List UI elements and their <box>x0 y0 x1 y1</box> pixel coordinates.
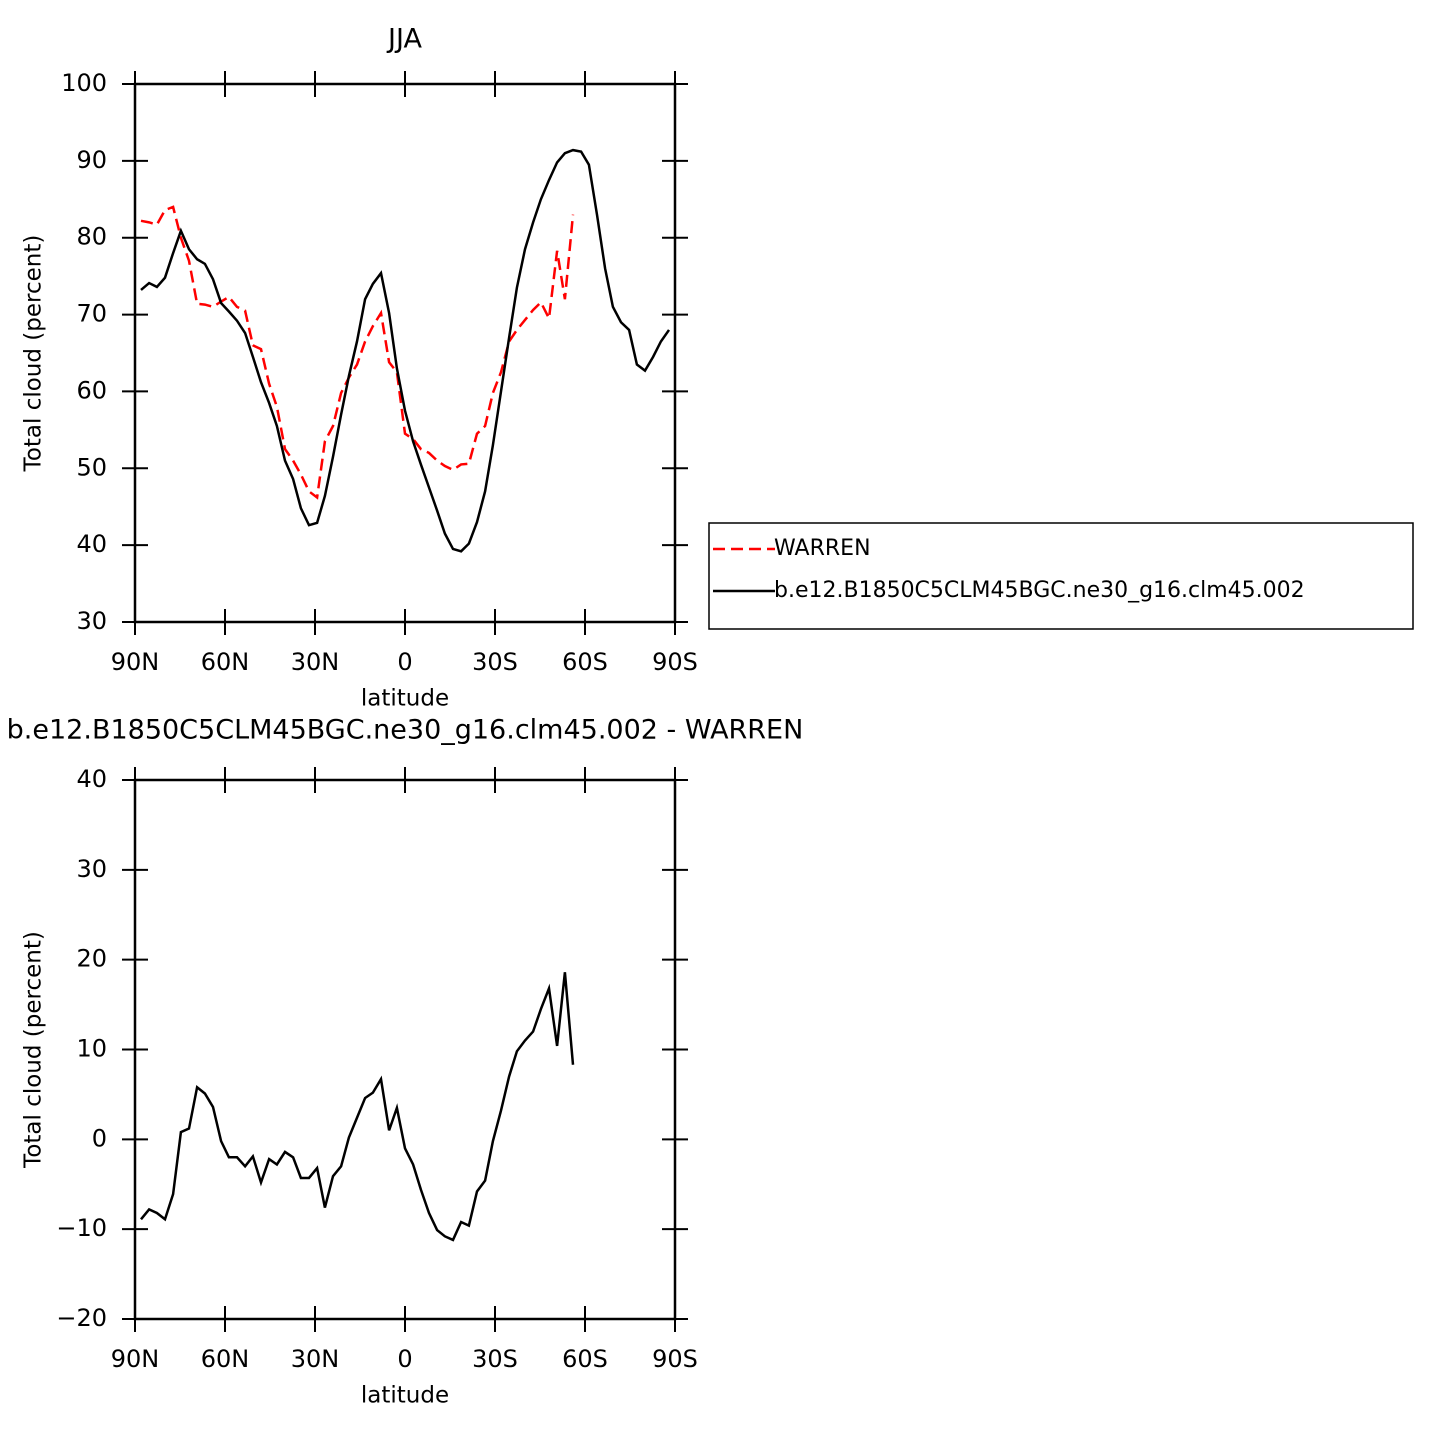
y-axis-label: Total cloud (percent) <box>21 235 47 473</box>
x-tick-label: 60N <box>201 1345 250 1373</box>
y-tick-label: 10 <box>76 1035 107 1063</box>
x-axis-label: latitude <box>361 1383 449 1409</box>
x-tick-label: 30S <box>472 648 518 676</box>
legend-box <box>708 522 1414 630</box>
x-tick-label: 30N <box>291 1345 340 1373</box>
x-tick-label: 60S <box>562 1345 608 1373</box>
data-line <box>140 205 575 500</box>
data-line <box>140 972 575 1242</box>
y-axis-label: Total cloud (percent) <box>21 931 47 1169</box>
y-tick-label: −10 <box>56 1214 107 1242</box>
x-tick-label: 90N <box>111 648 160 676</box>
y-tick-label: 100 <box>61 69 107 97</box>
chart-title: JJA <box>386 24 422 55</box>
x-tick-label: 30N <box>291 648 340 676</box>
legend-label: b.e12.B1850C5CLM45BGC.ne30_g16.clm45.002 <box>774 578 1305 603</box>
x-tick-label: 60S <box>562 648 608 676</box>
y-tick-label: 50 <box>76 453 107 481</box>
y-tick-label: 0 <box>92 1124 107 1152</box>
y-tick-label: 70 <box>76 300 107 328</box>
x-tick-label: 0 <box>397 1345 412 1373</box>
y-tick-label: 30 <box>76 855 107 883</box>
data-line <box>140 148 671 553</box>
legend-label: WARREN <box>774 536 871 561</box>
x-axis-label: latitude <box>361 686 449 712</box>
plot-frame <box>133 778 677 1321</box>
x-tick-label: 90S <box>652 1345 698 1373</box>
y-tick-label: −20 <box>56 1304 107 1332</box>
chart-title: b.e12.B1850C5CLM45BGC.ne30_g16.clm45.002… <box>7 715 804 746</box>
x-tick-label: 90N <box>111 1345 160 1373</box>
y-tick-label: 90 <box>76 146 107 174</box>
plot-frame <box>133 82 677 624</box>
y-tick-label: 30 <box>76 607 107 635</box>
y-tick-label: 80 <box>76 223 107 251</box>
x-tick-label: 90S <box>652 648 698 676</box>
x-tick-label: 30S <box>472 1345 518 1373</box>
x-tick-label: 0 <box>397 648 412 676</box>
y-tick-label: 40 <box>76 765 107 793</box>
y-tick-label: 40 <box>76 530 107 558</box>
y-tick-label: 60 <box>76 376 107 404</box>
x-tick-label: 60N <box>201 648 250 676</box>
y-tick-label: 20 <box>76 945 107 973</box>
